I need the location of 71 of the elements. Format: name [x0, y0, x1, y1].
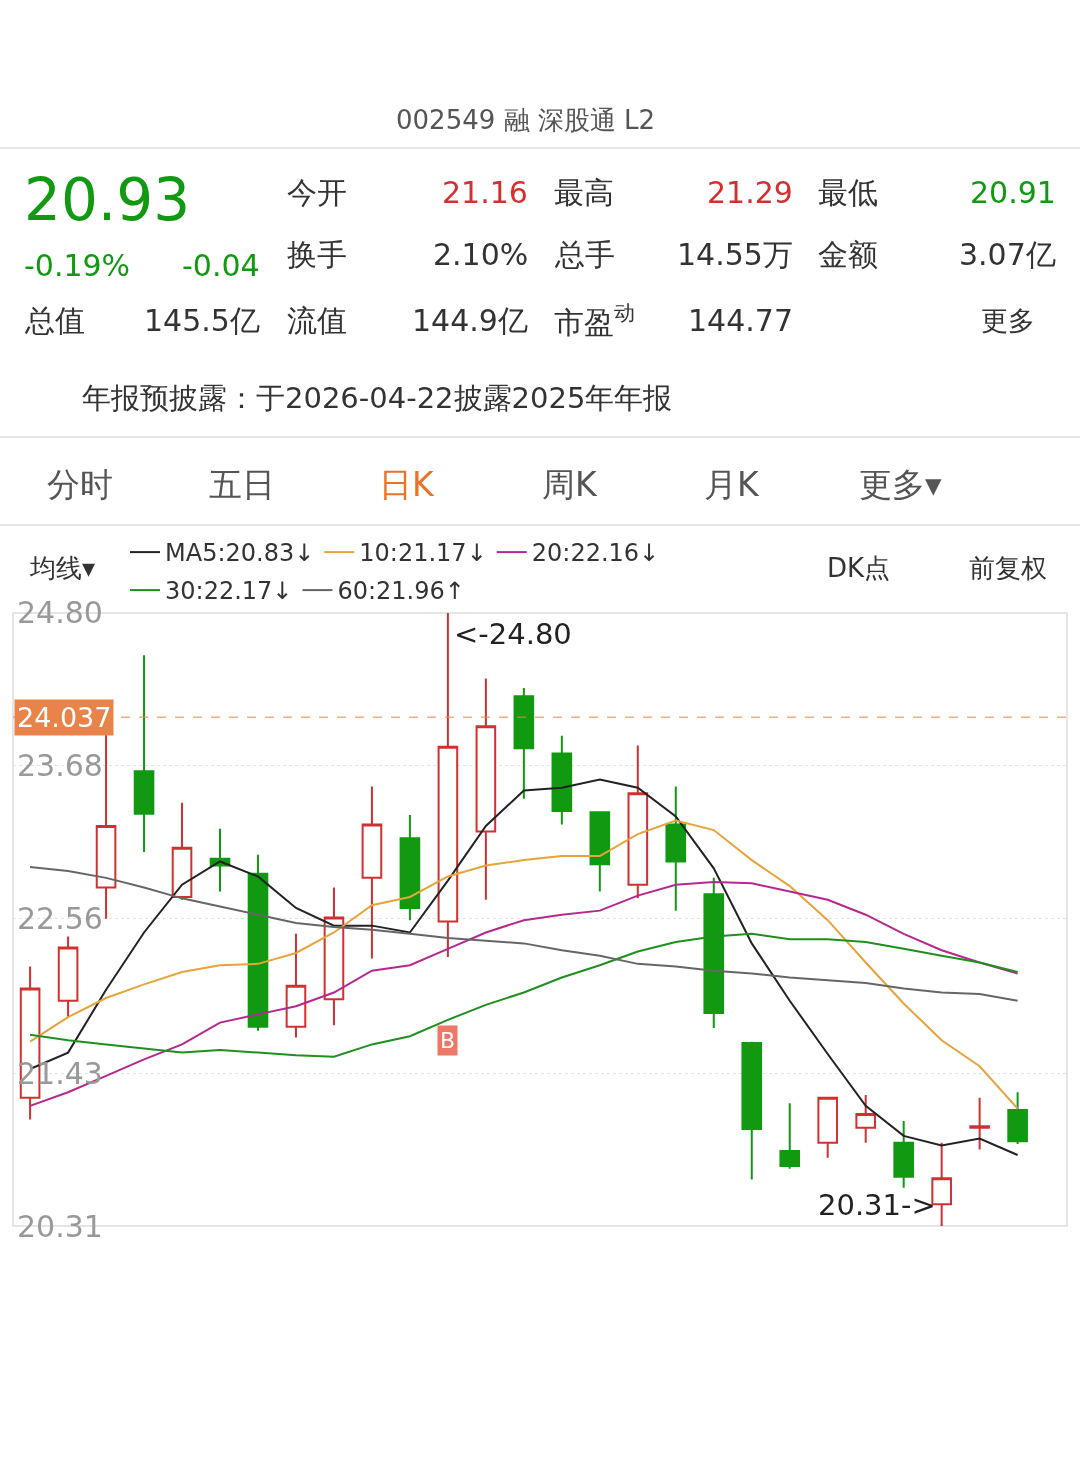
text: 流值: [287, 303, 347, 338]
candlestick: [779, 1102, 801, 1170]
line-series: [29, 932, 1019, 1058]
text: 分时: [47, 465, 113, 504]
y-tick-label: 22.56: [17, 901, 103, 936]
text: 21.29: [707, 175, 793, 210]
text: -0.19%: [24, 248, 131, 283]
chart-subtitle: 002549 融 深股通 L2: [396, 105, 656, 135]
ref-line-label: 24.037: [17, 702, 112, 733]
text: 市盈$^{动}$: [554, 301, 635, 340]
text: 月K: [704, 465, 760, 504]
legend-label: 20:22.16↓: [531, 539, 660, 568]
text: 21.16: [442, 175, 528, 210]
text: 最低: [818, 175, 878, 210]
candlestick: [627, 744, 649, 900]
text: 3.07亿: [959, 237, 1056, 272]
y-tick-label: 24.80: [17, 595, 103, 630]
annotation: B: [440, 1028, 456, 1053]
legend-label: 30:22.17↓: [165, 577, 293, 606]
text: 日K: [379, 465, 435, 504]
candlestick: [437, 613, 459, 959]
annotation: 20.31->: [818, 1188, 936, 1222]
candlestick: [323, 886, 345, 1027]
text: 年报预披露：于2026-04-22披露2025年年报: [82, 381, 673, 415]
text: DK点: [827, 553, 891, 583]
y-tick-label: 20.31: [17, 1209, 103, 1244]
annotation: <-24.80: [454, 617, 572, 651]
y-tick-label: 23.68: [17, 748, 103, 783]
text: 144.9亿: [412, 303, 528, 338]
text: 2.10%: [433, 237, 529, 272]
text: 周K: [542, 465, 598, 504]
text: 更多: [981, 305, 1035, 336]
legend-label: 60:21.96↑: [337, 577, 465, 606]
candlestick: [513, 687, 535, 800]
legend-label: 10:21.17↓: [359, 539, 487, 568]
text: 14.55万: [677, 237, 793, 272]
text: 20.93: [24, 166, 191, 234]
candlestick: [285, 932, 307, 1039]
candlestick: [969, 1096, 990, 1151]
candlestick: [171, 801, 193, 901]
candlestick: [133, 654, 155, 853]
text: 五日: [209, 465, 275, 504]
candlestick: [855, 1093, 876, 1144]
candlestick: [399, 814, 421, 922]
text: 145.5亿: [144, 303, 260, 338]
text: 前复权: [969, 553, 1047, 583]
legend-label: MA5:20.83↓: [165, 539, 315, 568]
candlestick: [551, 734, 573, 826]
text: -0.04: [182, 248, 260, 283]
text: 换手: [287, 237, 347, 272]
candlestick: [893, 1119, 914, 1189]
text: 最高: [554, 175, 614, 210]
candlestick: [741, 1040, 763, 1181]
text: 金额: [818, 237, 878, 272]
text: 均线▾: [29, 553, 96, 583]
text: 更多▾: [859, 465, 942, 504]
candlestick: [931, 1141, 952, 1226]
candlestick: [703, 876, 725, 1030]
candlestick: [475, 677, 497, 901]
candlestick: [665, 785, 687, 912]
text: 总值: [24, 303, 85, 338]
text: 20.91: [970, 175, 1056, 210]
text: 总手: [554, 237, 615, 272]
text: 今开: [287, 175, 347, 210]
candlestick: [247, 853, 269, 1032]
text: 144.77: [688, 303, 793, 338]
candlestick: [817, 1096, 839, 1159]
candlestick: [57, 935, 79, 1019]
candlestick: [1007, 1091, 1028, 1146]
candlestick: [361, 785, 383, 960]
candlestick: [589, 811, 611, 893]
